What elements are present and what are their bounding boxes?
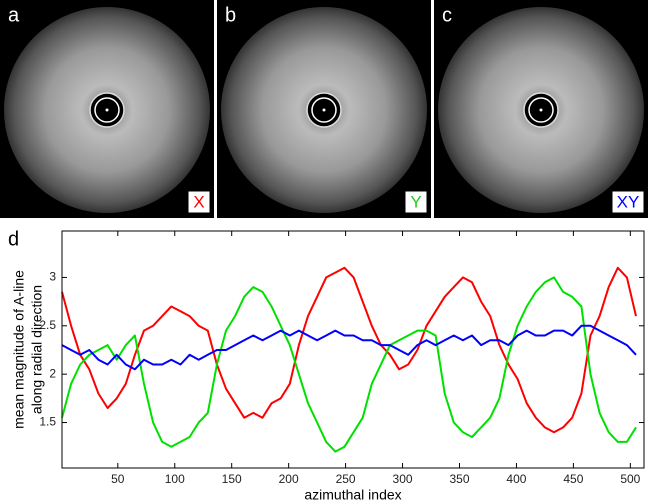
panel-label: b	[225, 4, 236, 26]
x-tick-label: 250	[336, 472, 356, 486]
tag-box	[187, 190, 211, 214]
data-line	[61, 276, 637, 453]
data-line	[61, 324, 637, 371]
y-tick-label: 2.5	[39, 318, 56, 332]
panel-tag: Y	[410, 192, 421, 211]
panel-label: d	[8, 228, 19, 250]
x-tick-label: 400	[506, 472, 526, 486]
x-tick-label: 350	[449, 472, 469, 486]
panel-label: c	[442, 4, 452, 26]
plot-frame	[61, 230, 645, 469]
panel-tag: XY	[617, 192, 640, 211]
panel-label: a	[8, 4, 20, 26]
oct-ring	[311, 97, 337, 123]
oct-ring	[94, 97, 120, 123]
x-tick-label: 500	[620, 472, 640, 486]
tag-box	[404, 190, 428, 214]
x-tick-label: 450	[563, 472, 583, 486]
y-tick-label: 3	[49, 270, 56, 284]
y-tick-label: 2	[49, 366, 56, 380]
oct-ring	[528, 97, 554, 123]
oct-center	[539, 108, 543, 112]
oct-center	[105, 108, 109, 112]
y-axis-label: mean magnitude of A-line	[11, 270, 27, 429]
x-tick-label: 150	[222, 472, 242, 486]
x-tick-label: 50	[111, 472, 125, 486]
data-line	[61, 266, 637, 434]
x-tick-label: 300	[393, 472, 413, 486]
panel-tag: X	[193, 192, 204, 211]
x-axis-label: azimuthal index	[304, 487, 401, 503]
oct-center	[322, 108, 326, 112]
y-axis-label: along radial direction	[29, 285, 45, 414]
y-tick-label: 1.5	[39, 415, 56, 429]
x-tick-label: 100	[165, 472, 185, 486]
image-panels: a Xb Yc XY	[0, 0, 648, 218]
x-tick-label: 200	[279, 472, 299, 486]
tag-box	[611, 190, 645, 214]
